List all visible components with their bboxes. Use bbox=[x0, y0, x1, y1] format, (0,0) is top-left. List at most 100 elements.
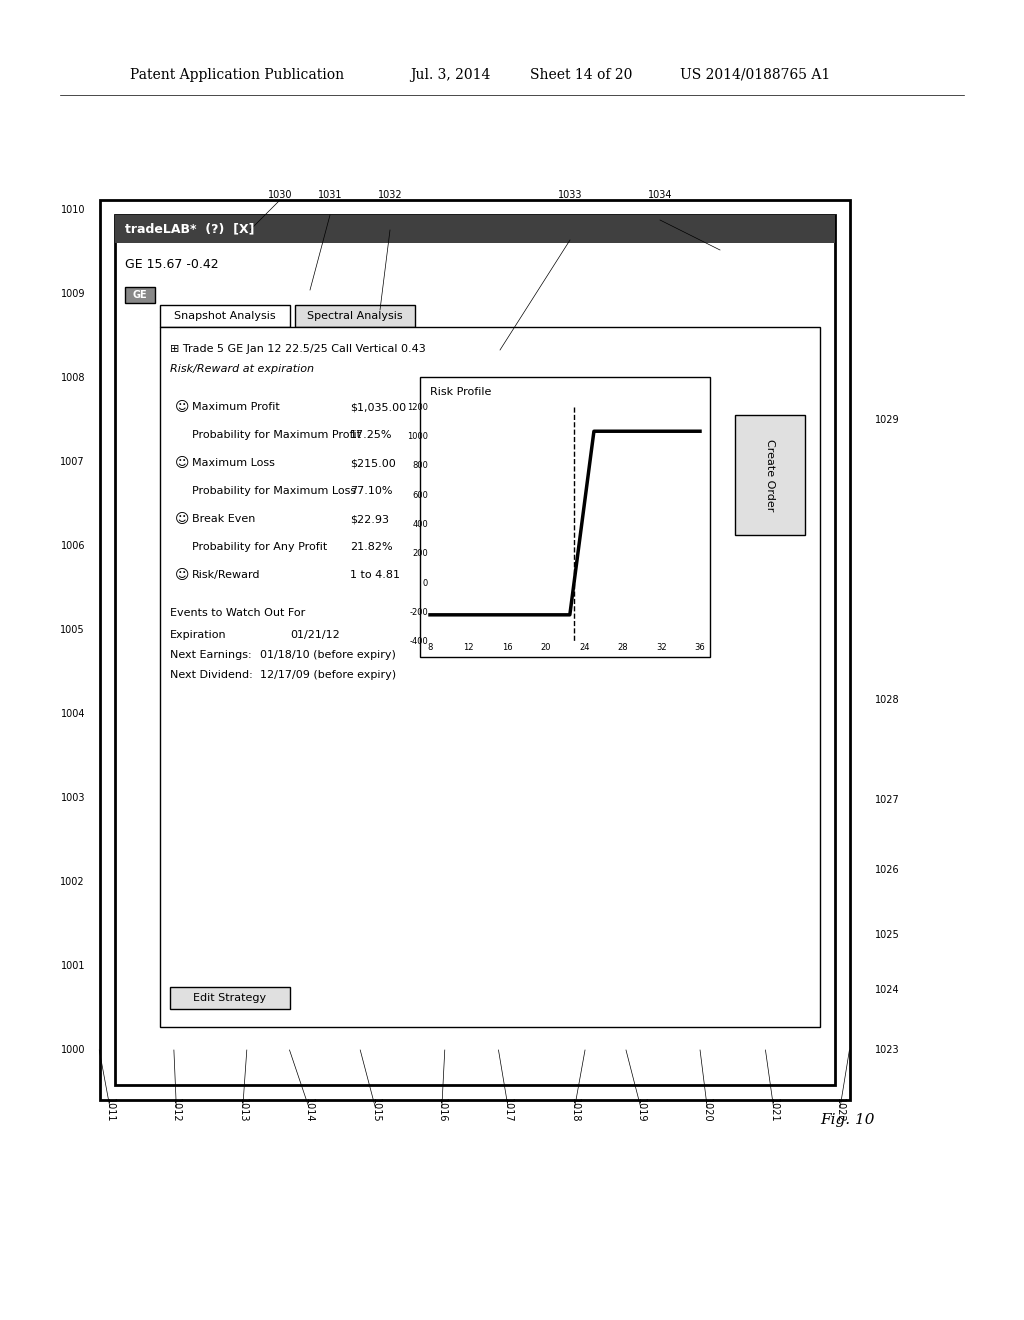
Bar bbox=[115, 215, 835, 1085]
Text: ☺: ☺ bbox=[175, 568, 189, 582]
Text: 1023: 1023 bbox=[874, 1045, 900, 1055]
Text: 1012: 1012 bbox=[171, 1098, 181, 1122]
Text: 1005: 1005 bbox=[60, 624, 85, 635]
Text: Risk Profile: Risk Profile bbox=[430, 387, 492, 397]
Text: 1001: 1001 bbox=[60, 961, 85, 972]
Text: Expiration: Expiration bbox=[170, 630, 226, 640]
Text: Break Even: Break Even bbox=[193, 513, 255, 524]
Text: ☺: ☺ bbox=[175, 400, 189, 414]
Text: 1034: 1034 bbox=[648, 190, 672, 201]
Text: Probability for Maximum Loss: Probability for Maximum Loss bbox=[193, 486, 356, 496]
Text: -400: -400 bbox=[410, 638, 428, 647]
Text: ⊞ Trade 5 GE Jan 12 22.5/25 Call Vertical 0.43: ⊞ Trade 5 GE Jan 12 22.5/25 Call Vertica… bbox=[170, 345, 426, 354]
Text: Edit Strategy: Edit Strategy bbox=[194, 993, 266, 1003]
Text: 1000: 1000 bbox=[407, 432, 428, 441]
Text: 200: 200 bbox=[413, 549, 428, 558]
Bar bbox=[295, 305, 415, 327]
Text: 1018: 1018 bbox=[569, 1098, 580, 1122]
Text: 1027: 1027 bbox=[874, 795, 900, 805]
Text: 400: 400 bbox=[413, 520, 428, 529]
Text: Create Order: Create Order bbox=[765, 438, 775, 511]
Text: 1016: 1016 bbox=[437, 1098, 446, 1122]
Text: Probability for Maximum Profit: Probability for Maximum Profit bbox=[193, 430, 361, 440]
Text: 24: 24 bbox=[579, 643, 590, 652]
Text: 21.82%: 21.82% bbox=[350, 543, 392, 552]
Bar bbox=[420, 378, 710, 657]
Text: Maximum Loss: Maximum Loss bbox=[193, 458, 274, 469]
Text: 1014: 1014 bbox=[304, 1098, 314, 1122]
Text: GE 15.67 -0.42: GE 15.67 -0.42 bbox=[125, 259, 219, 272]
Text: US 2014/0188765 A1: US 2014/0188765 A1 bbox=[680, 69, 830, 82]
Text: 1007: 1007 bbox=[60, 457, 85, 467]
Text: 17.25%: 17.25% bbox=[350, 430, 392, 440]
Text: 1000: 1000 bbox=[60, 1045, 85, 1055]
Text: Risk/Reward at expiration: Risk/Reward at expiration bbox=[170, 364, 314, 374]
Text: 16: 16 bbox=[502, 643, 512, 652]
Text: 1004: 1004 bbox=[60, 709, 85, 719]
Text: 36: 36 bbox=[694, 643, 706, 652]
Text: 12: 12 bbox=[463, 643, 474, 652]
Text: 1008: 1008 bbox=[60, 374, 85, 383]
Text: 01/18/10 (before expiry): 01/18/10 (before expiry) bbox=[260, 649, 396, 660]
Bar bbox=[160, 327, 820, 1027]
Text: Spectral Analysis: Spectral Analysis bbox=[307, 312, 402, 321]
Text: 1033: 1033 bbox=[558, 190, 583, 201]
Text: 1003: 1003 bbox=[60, 793, 85, 803]
Text: 600: 600 bbox=[412, 491, 428, 500]
Bar bbox=[735, 414, 805, 535]
Bar bbox=[170, 987, 290, 1008]
Text: 1029: 1029 bbox=[874, 414, 900, 425]
Text: 1026: 1026 bbox=[874, 865, 900, 875]
Text: 28: 28 bbox=[617, 643, 628, 652]
Text: 1006: 1006 bbox=[60, 541, 85, 550]
Text: 1021: 1021 bbox=[769, 1098, 778, 1122]
Text: 1031: 1031 bbox=[317, 190, 342, 201]
Text: Snapshot Analysis: Snapshot Analysis bbox=[174, 312, 275, 321]
Text: 8: 8 bbox=[427, 643, 433, 652]
Text: Risk/Reward: Risk/Reward bbox=[193, 570, 260, 579]
Text: 1010: 1010 bbox=[60, 205, 85, 215]
Text: 77.10%: 77.10% bbox=[350, 486, 392, 496]
Text: 01/21/12: 01/21/12 bbox=[290, 630, 340, 640]
Text: 1030: 1030 bbox=[267, 190, 292, 201]
Bar bbox=[115, 215, 835, 243]
Text: 1022: 1022 bbox=[835, 1098, 845, 1122]
Text: ☺: ☺ bbox=[175, 512, 189, 525]
Text: GE: GE bbox=[133, 290, 147, 300]
Text: 1009: 1009 bbox=[60, 289, 85, 300]
Text: $22.93: $22.93 bbox=[350, 513, 389, 524]
Bar bbox=[100, 201, 850, 1100]
Text: 20: 20 bbox=[541, 643, 551, 652]
Text: 1019: 1019 bbox=[636, 1098, 646, 1122]
Bar bbox=[125, 286, 155, 304]
Text: 1200: 1200 bbox=[407, 403, 428, 412]
Text: 12/17/09 (before expiry): 12/17/09 (before expiry) bbox=[260, 671, 396, 680]
Text: 1032: 1032 bbox=[378, 190, 402, 201]
Text: Next Earnings:: Next Earnings: bbox=[170, 649, 252, 660]
Text: 1025: 1025 bbox=[874, 931, 900, 940]
Text: 1002: 1002 bbox=[60, 876, 85, 887]
Text: 1015: 1015 bbox=[371, 1098, 381, 1122]
Text: $215.00: $215.00 bbox=[350, 458, 395, 469]
Text: 800: 800 bbox=[412, 461, 428, 470]
Text: Next Dividend:: Next Dividend: bbox=[170, 671, 253, 680]
Text: ☺: ☺ bbox=[175, 455, 189, 470]
Text: 1017: 1017 bbox=[503, 1098, 513, 1122]
Text: $1,035.00: $1,035.00 bbox=[350, 403, 407, 412]
Text: 1 to 4.81: 1 to 4.81 bbox=[350, 570, 400, 579]
Text: Patent Application Publication: Patent Application Publication bbox=[130, 69, 344, 82]
Text: Fig. 10: Fig. 10 bbox=[820, 1113, 874, 1127]
Text: Maximum Profit: Maximum Profit bbox=[193, 403, 280, 412]
Text: Events to Watch Out For: Events to Watch Out For bbox=[170, 609, 305, 618]
Text: 1028: 1028 bbox=[874, 696, 900, 705]
Text: tradeLAB*  (?)  [X]: tradeLAB* (?) [X] bbox=[125, 223, 255, 235]
Text: 1020: 1020 bbox=[702, 1098, 713, 1122]
Text: 1011: 1011 bbox=[105, 1098, 115, 1122]
Text: Jul. 3, 2014: Jul. 3, 2014 bbox=[410, 69, 490, 82]
Bar bbox=[160, 305, 290, 327]
Text: 1013: 1013 bbox=[238, 1098, 248, 1122]
Text: 32: 32 bbox=[656, 643, 667, 652]
Text: 1024: 1024 bbox=[874, 985, 900, 995]
Text: Probability for Any Profit: Probability for Any Profit bbox=[193, 543, 328, 552]
Text: Sheet 14 of 20: Sheet 14 of 20 bbox=[530, 69, 633, 82]
